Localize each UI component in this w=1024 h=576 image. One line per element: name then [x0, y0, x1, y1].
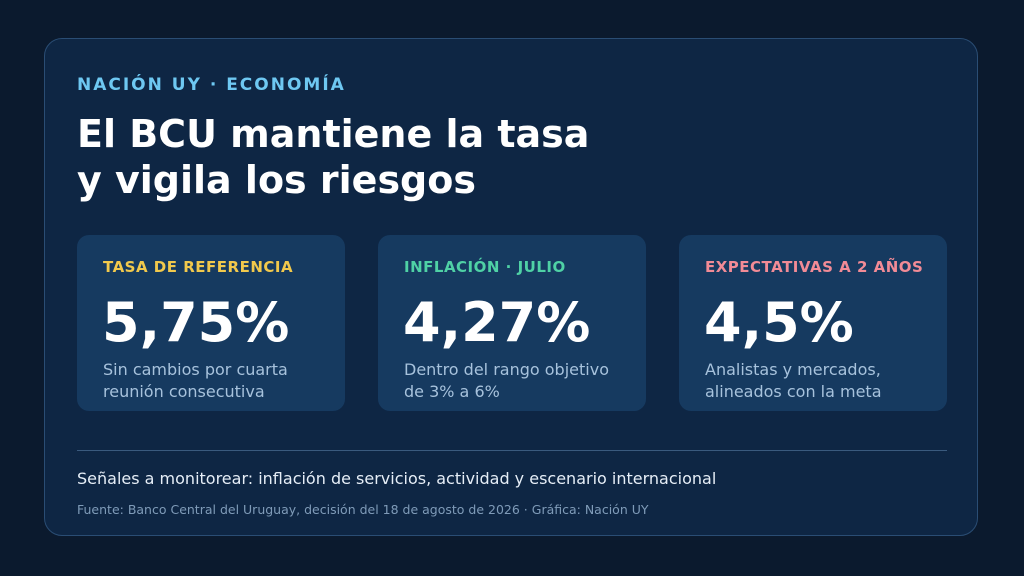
- stat-description-line-1: Analistas y mercados,: [705, 360, 881, 379]
- infographic-card: NACIÓN UY · ECONOMÍA El BCU mantiene la …: [44, 38, 978, 536]
- headline: El BCU mantiene la tasa y vigila los rie…: [77, 111, 777, 203]
- headline-line-1: El BCU mantiene la tasa: [77, 112, 590, 156]
- stat-description-line-2: de 3% a 6%: [404, 382, 500, 401]
- footnote: Señales a monitorear: inflación de servi…: [77, 469, 717, 488]
- stat-card-reference-rate: TASA DE REFERENCIA 5,75% Sin cambios por…: [77, 235, 345, 411]
- section-kicker: NACIÓN UY · ECONOMÍA: [77, 75, 346, 95]
- stat-value: 4,27%: [403, 291, 591, 354]
- stat-card-inflation: INFLACIÓN · JULIO 4,27% Dentro del rango…: [378, 235, 646, 411]
- stat-value: 5,75%: [102, 291, 290, 354]
- stat-description: Dentro del rango objetivo de 3% a 6%: [404, 359, 634, 403]
- source-credit: Fuente: Banco Central del Uruguay, decis…: [77, 502, 649, 517]
- stat-value: 4,5%: [704, 291, 854, 354]
- stat-label: INFLACIÓN · JULIO: [404, 258, 566, 276]
- stat-label: EXPECTATIVAS A 2 AÑOS: [705, 258, 924, 276]
- stat-description: Analistas y mercados, alineados con la m…: [705, 359, 935, 403]
- stat-label: TASA DE REFERENCIA: [103, 258, 294, 276]
- stat-description: Sin cambios por cuarta reunión consecuti…: [103, 359, 333, 403]
- divider: [77, 450, 947, 451]
- stat-description-line-2: reunión consecutiva: [103, 382, 265, 401]
- stat-card-expectations: EXPECTATIVAS A 2 AÑOS 4,5% Analistas y m…: [679, 235, 947, 411]
- stat-description-line-2: alineados con la meta: [705, 382, 882, 401]
- headline-line-2: y vigila los riesgos: [77, 158, 476, 202]
- stat-description-line-1: Sin cambios por cuarta: [103, 360, 288, 379]
- stat-description-line-1: Dentro del rango objetivo: [404, 360, 609, 379]
